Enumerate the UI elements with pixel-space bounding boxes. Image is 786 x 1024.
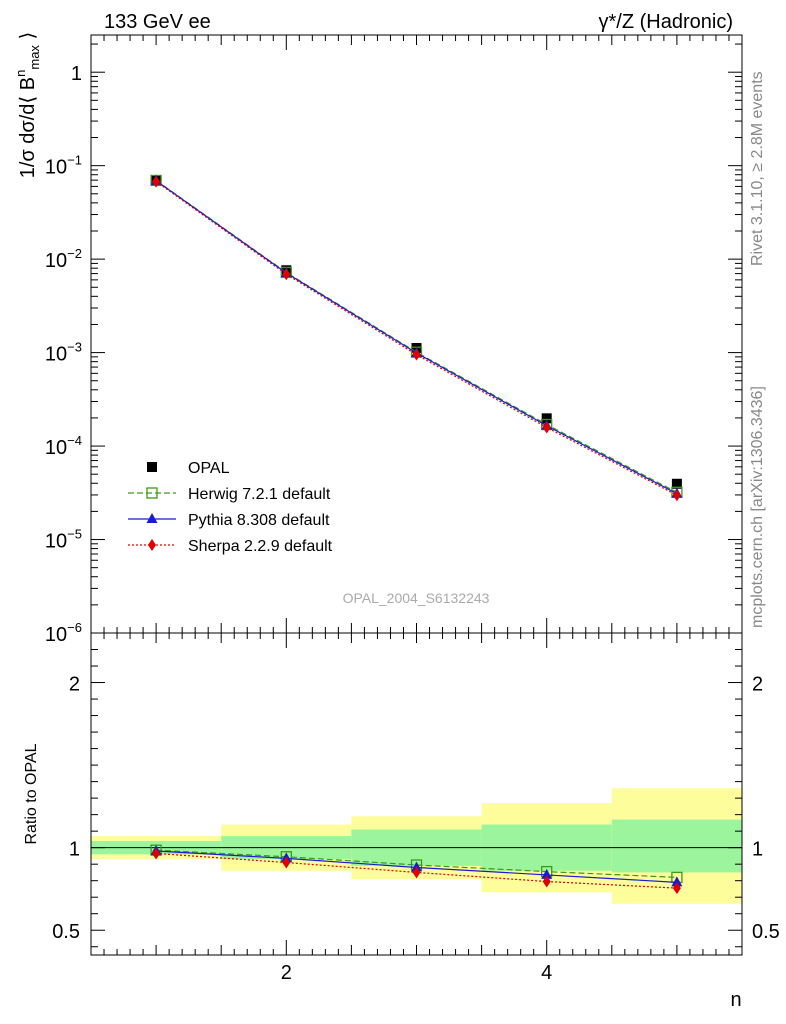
side-rivet-label: Rivet 3.1.10, ≥ 2.8M events [749, 71, 766, 266]
main-series [150, 174, 683, 502]
ratio-ytick-label-right: 0.5 [752, 921, 780, 943]
series-opal [151, 175, 682, 489]
series-line [155, 181, 678, 496]
series-herwig [150, 174, 683, 498]
header-right: γ*/Z (Hadronic) [599, 11, 733, 33]
legend: OPAL Herwig 7.2.1 default Pythia 8.308 def… [128, 460, 333, 555]
ratio-ylabel: Ratio to OPAL [23, 743, 40, 844]
main-ytick-label: 10−5 [45, 527, 82, 553]
ratio-ytick-label-right: 2 [752, 674, 763, 696]
marker-diamond [152, 175, 161, 188]
main-ytick-label: 1 [71, 63, 82, 85]
series-line [155, 180, 678, 495]
marker-diamond [542, 421, 551, 434]
main-ylabel: 1/σ dσ/d⟨ Bnmax ⟩ [13, 32, 42, 179]
main-panel: 1 10−1 10−2 10−3 10−4 10−5 10−6 OPAL_2004_S613… [13, 32, 743, 646]
ratio-series-sherpa [152, 847, 681, 895]
ratio-ytick-label: 2 [69, 674, 80, 696]
ratio-xtick-label: 4 [541, 962, 552, 984]
marker-square [147, 462, 157, 472]
main-ytick-label: 10−2 [45, 246, 82, 272]
ratio-ytick-label-right: 1 [752, 839, 763, 861]
marker-square [541, 413, 552, 424]
marker-triangle [671, 876, 683, 887]
marker-diamond [672, 489, 681, 502]
main-ticks: 1 10−1 10−2 10−3 10−4 10−5 10−6 [45, 35, 742, 646]
marker-triangle [146, 513, 158, 523]
legend-label: OPAL [188, 460, 230, 477]
marker-square [671, 478, 682, 489]
series-pythia [150, 174, 683, 498]
marker-diamond [282, 268, 291, 281]
marker-diamond [542, 875, 551, 888]
side-mcplots-label: mcplots.cern.ch [arXiv:1306.3436] [749, 386, 766, 628]
marker-triangle [541, 868, 553, 879]
ratio-band-inner [611, 819, 742, 873]
ratio-ticks: 0.5 0.5 1 1 2 2 2 4 [52, 633, 780, 984]
ratio-xtick-label: 2 [281, 962, 292, 984]
marker-diamond [282, 856, 291, 869]
watermark: OPAL_2004_S6132243 [343, 590, 490, 606]
marker-diamond [412, 866, 421, 879]
series-line [155, 179, 678, 493]
header-left: 133 GeV ee [104, 11, 211, 33]
legend-label: Herwig 7.2.1 default [188, 486, 331, 503]
legend-label: Sherpa 2.2.9 default [188, 538, 333, 555]
series-sherpa [152, 175, 681, 502]
marker-open-square [146, 487, 158, 499]
marker-diamond [672, 882, 681, 895]
ratio-line [156, 849, 677, 878]
main-ytick-label: 10−1 [45, 153, 82, 179]
ratio-ytick-label: 1 [69, 839, 80, 861]
main-ytick-label: 10−6 [45, 620, 82, 646]
main-ytick-label: 10−4 [45, 433, 82, 459]
ratio-series [150, 844, 683, 895]
marker-diamond [152, 847, 161, 860]
ratio-ytick-label: 0.5 [52, 921, 80, 943]
main-ytick-label: 10−3 [45, 340, 82, 366]
ratio-panel: 0.5 0.5 1 1 2 2 2 4 Ratio to OPAL n [23, 632, 780, 1011]
ratio-xlabel: n [730, 989, 741, 1011]
legend-label: Pythia 8.308 default [188, 512, 330, 529]
marker-diamond [412, 348, 421, 361]
marker-diamond [148, 539, 156, 551]
